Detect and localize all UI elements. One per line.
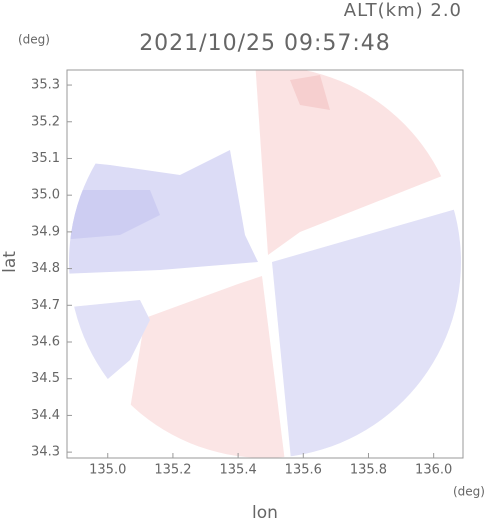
y-tick-label: 35.3 [31,78,60,93]
y-tick-label: 34.9 [31,224,60,239]
y-tick-label: 35.0 [31,188,60,203]
y-tick-label: 34.3 [31,445,60,460]
y-tick-label: 34.6 [31,335,60,350]
blue-core [69,190,160,240]
x-tick-label: 135.4 [220,463,257,478]
x-tick-label: 135.8 [350,463,387,478]
subtitle: ALT(km) 2.0 [344,0,462,21]
y-tick-label: 34.8 [31,261,60,276]
plot-frame [66,69,464,459]
y-tick-label: 35.2 [31,114,60,129]
x-tick-label: 135.0 [89,463,126,478]
y-axis-label: lat [0,251,20,273]
x-tick-label: 135.2 [154,463,191,478]
chart-title: 2021/10/25 09:57:48 [139,31,391,56]
blue-sector [69,150,258,274]
y-tick-label: 34.4 [31,408,60,423]
x-tick-label: 136.0 [415,463,452,478]
x-tick-label: 135.6 [285,463,322,478]
x-unit: (deg) [453,485,485,499]
y-tick-label: 34.5 [31,371,60,386]
red-sector [120,276,286,458]
radar-field [69,70,461,458]
y-tick-label: 35.1 [31,151,60,166]
y-tick-label: 34.7 [31,298,60,313]
red-core [290,75,330,110]
x-axis-label: lon [252,503,278,521]
y-unit: (deg) [18,33,50,47]
